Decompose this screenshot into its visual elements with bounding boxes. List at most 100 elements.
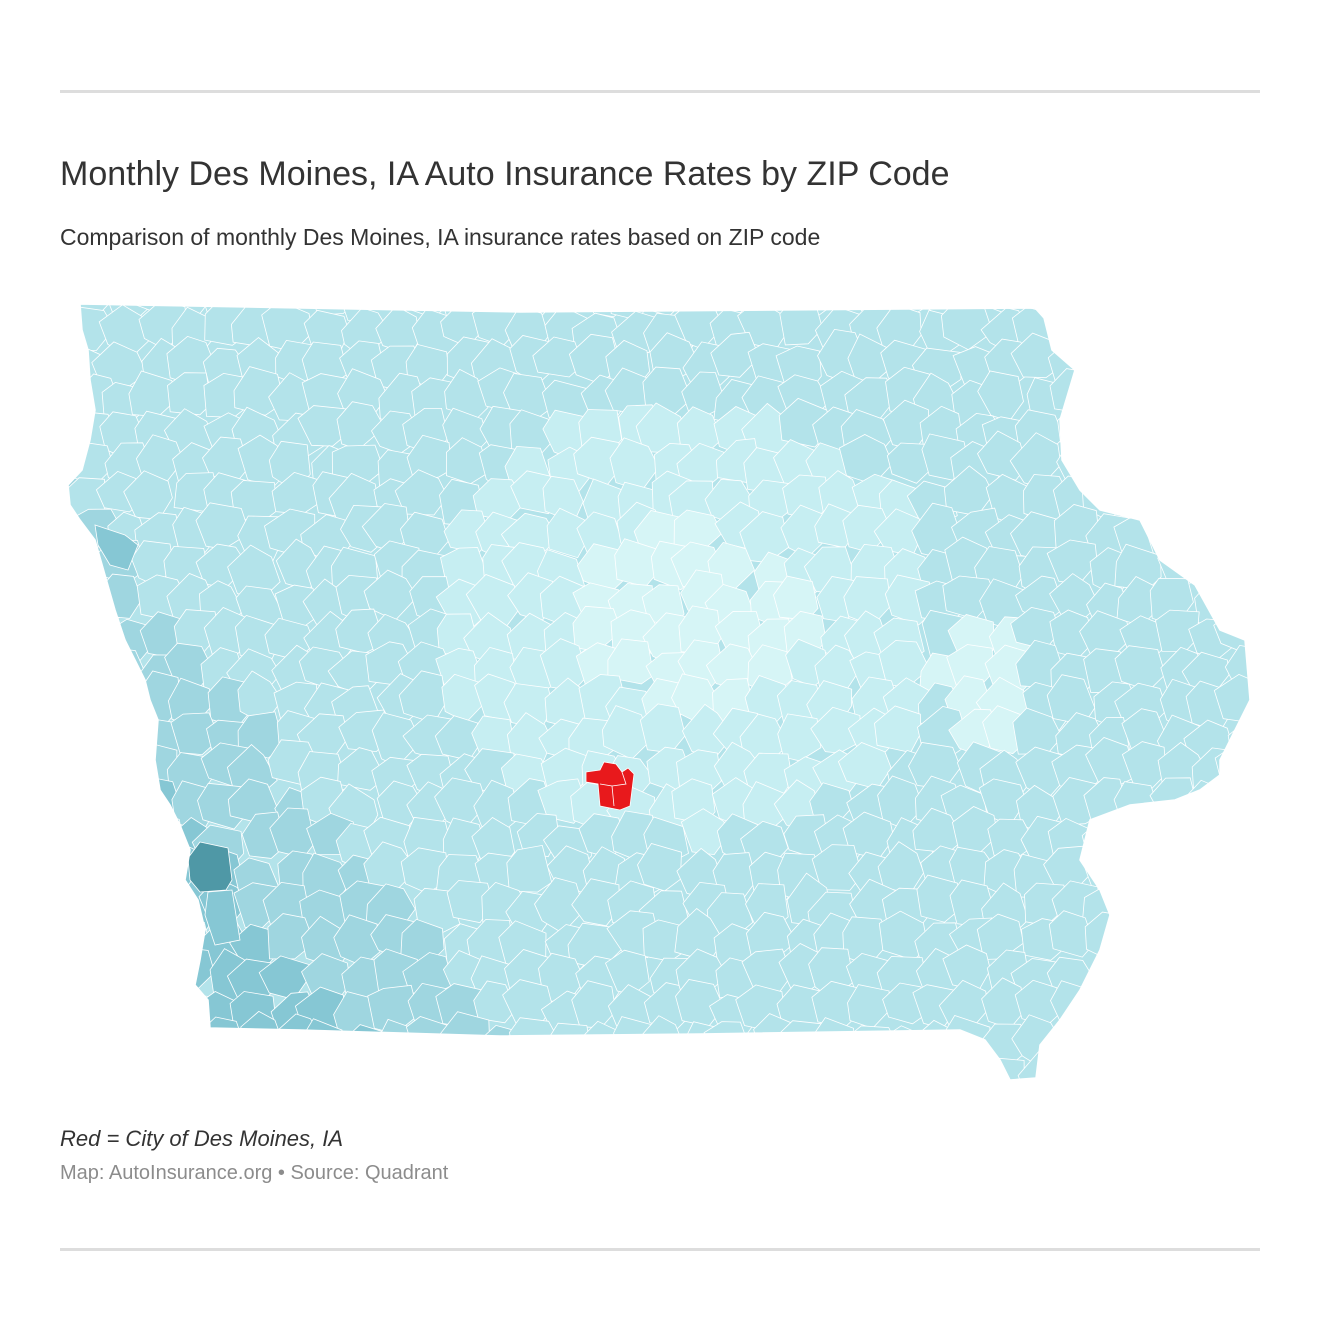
zip-area — [1155, 879, 1205, 927]
zip-area — [1226, 446, 1250, 493]
zip-area — [885, 1054, 938, 1080]
zip-area — [1188, 304, 1239, 327]
zip-area — [1109, 441, 1159, 495]
zip-area — [1191, 987, 1244, 1034]
zip-area — [1152, 909, 1200, 962]
zip-area — [1048, 1028, 1102, 1074]
zip-area — [310, 1055, 360, 1080]
page-title: Monthly Des Moines, IA Auto Insurance Ra… — [60, 155, 950, 193]
zip-area — [68, 544, 79, 593]
zip-area — [68, 715, 77, 759]
zip-area — [1084, 1021, 1132, 1069]
zip-area — [69, 676, 113, 729]
zip-area — [1184, 476, 1239, 529]
zip-area — [68, 909, 105, 966]
zip-area — [132, 1027, 185, 1074]
zip-area — [916, 874, 964, 923]
zip-area — [1227, 347, 1250, 392]
zip-area — [1157, 341, 1211, 396]
zip-area — [196, 1054, 247, 1080]
zip-area — [849, 1025, 900, 1073]
zip-area — [98, 683, 143, 734]
zip-area — [710, 331, 760, 378]
zip-area — [1117, 304, 1171, 319]
zip-area — [1225, 1057, 1250, 1080]
zip-area — [68, 569, 87, 623]
zip-area — [68, 371, 87, 420]
zip-area — [68, 909, 75, 965]
zip-area — [1189, 534, 1245, 586]
zip-area — [1111, 348, 1161, 390]
zip-area — [434, 1049, 486, 1080]
zip-area — [1082, 438, 1129, 486]
zip-area — [1052, 1057, 1109, 1080]
zip-area — [91, 1011, 140, 1061]
zip-area — [339, 1054, 393, 1080]
zip-area — [1191, 1054, 1237, 1080]
zip-area — [1092, 371, 1142, 423]
des-moines-zip-border — [611, 771, 627, 787]
zip-area — [1225, 577, 1250, 627]
zip-area — [1093, 954, 1140, 1004]
zip-area — [68, 680, 78, 724]
zip-area — [705, 1048, 756, 1080]
zip-area — [779, 304, 823, 346]
zip-area — [1223, 309, 1250, 359]
zip-area — [1184, 304, 1233, 354]
zip-area — [68, 815, 114, 868]
zip-area — [883, 1025, 931, 1071]
zip-area — [1229, 542, 1250, 589]
zip-area — [1154, 304, 1201, 319]
zip-area — [68, 853, 74, 904]
zip-area — [68, 498, 76, 554]
zip-area — [579, 304, 632, 318]
zip-area — [1230, 474, 1250, 521]
map-legend-note: Red = City of Des Moines, IA — [60, 1126, 344, 1151]
zip-area — [573, 1058, 623, 1080]
zip-area — [68, 851, 110, 904]
zip-area — [1081, 307, 1136, 358]
zip-area — [134, 879, 176, 930]
zip-area — [1191, 374, 1240, 419]
zip-area — [1188, 886, 1232, 936]
zip-area — [1119, 848, 1167, 903]
zip-area — [1222, 882, 1250, 937]
zip-area — [104, 924, 151, 973]
zip-area — [1154, 304, 1206, 351]
zip-area — [406, 434, 453, 481]
zip-area — [808, 304, 857, 312]
zip-area — [68, 956, 80, 1002]
zip-area — [68, 979, 76, 1035]
zip-area — [768, 1054, 822, 1080]
zip-area — [68, 986, 112, 1034]
zip-area — [1152, 439, 1204, 490]
zip-area — [532, 336, 584, 378]
zip-area — [537, 1047, 580, 1080]
zip-area — [68, 612, 84, 659]
zip-area — [1223, 787, 1250, 836]
zip-area — [238, 1052, 295, 1080]
zip-area — [1193, 1022, 1244, 1072]
zip-area — [1156, 478, 1204, 529]
zip-area — [1222, 512, 1250, 559]
zip-area — [1119, 920, 1171, 972]
zip-area — [1150, 1022, 1199, 1070]
zip-area — [1084, 975, 1141, 1029]
zip-area — [94, 882, 147, 927]
zip-area — [68, 339, 76, 384]
zip-area-dark — [204, 889, 241, 946]
zip-area — [138, 916, 185, 963]
zip-area — [1148, 942, 1194, 998]
zip-area — [536, 304, 581, 310]
zip-area — [512, 1048, 563, 1080]
zip-area — [1187, 844, 1243, 900]
zip-area — [72, 641, 122, 686]
zip-area — [1189, 400, 1238, 453]
zip-area — [135, 1057, 188, 1080]
zip-area — [1181, 432, 1235, 480]
zip-area — [401, 1045, 452, 1080]
zip-area — [571, 878, 621, 927]
zip-area — [1191, 807, 1237, 859]
